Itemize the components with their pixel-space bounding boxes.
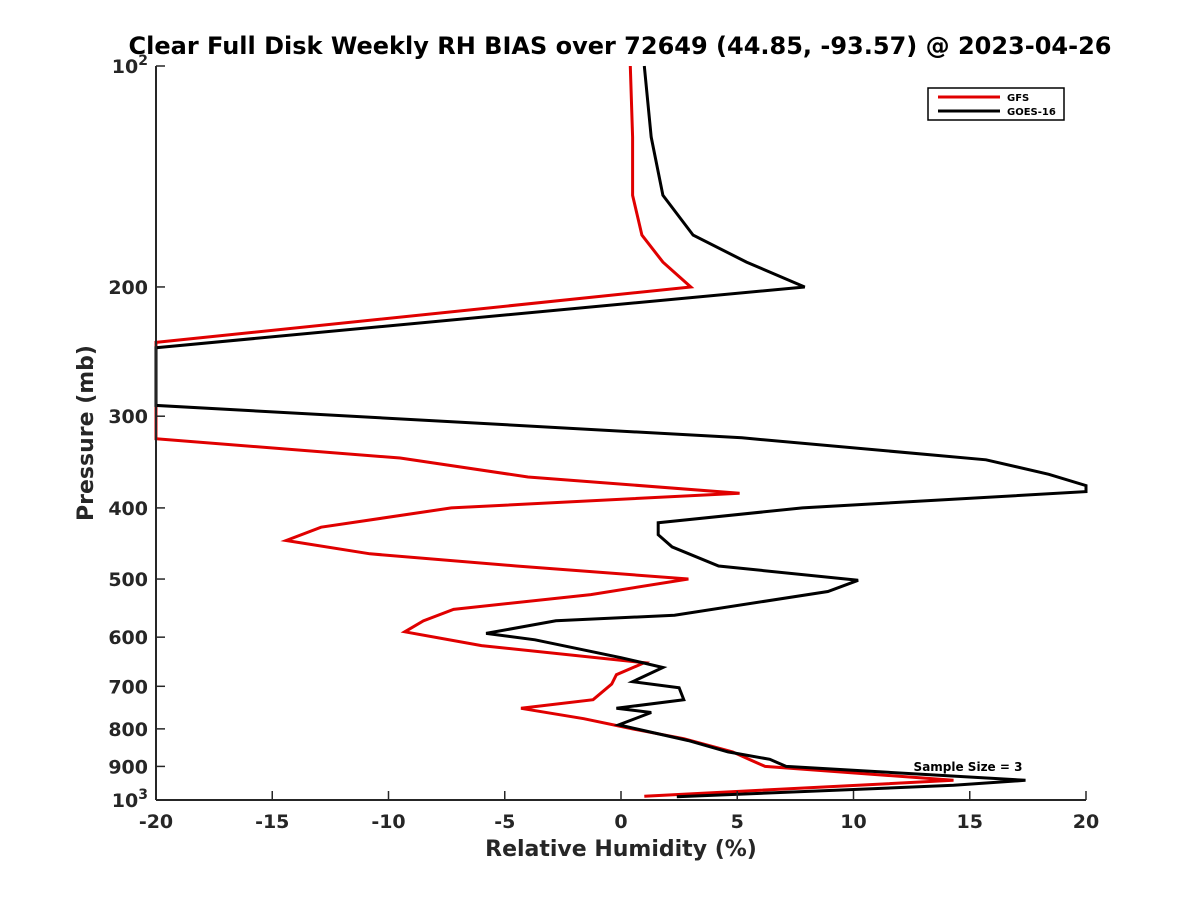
x-tick-label: 5	[731, 811, 744, 833]
y-tick-label: 900	[108, 756, 148, 778]
legend-box	[927, 87, 1065, 121]
x-tick-label: 15	[957, 811, 983, 833]
y-tick-label: 102	[112, 53, 148, 78]
y-tick-label: 400	[108, 498, 148, 520]
series-layer	[154, 65, 1088, 799]
legend-label-goes16: GOES-16	[1007, 107, 1056, 118]
x-tick-label: 0	[614, 811, 627, 833]
y-tick-label: 800	[108, 719, 148, 741]
legend: GFS GOES-16	[927, 87, 1065, 121]
x-tick-label: -5	[494, 811, 515, 833]
y-tick-label: 700	[108, 676, 148, 698]
x-tick-label: -15	[255, 811, 289, 833]
x-tick-label: 20	[1073, 811, 1099, 833]
x-tick-label: -20	[139, 811, 173, 833]
y-tick-label: 300	[108, 406, 148, 428]
chart-title: Clear Full Disk Weekly RH BIAS over 7264…	[129, 32, 1112, 60]
y-ticks: 102 200 300 400 500 600 700 800 900 103	[108, 53, 165, 812]
y-axis-label: Pressure (mb)	[74, 345, 99, 521]
y-tick-label: 200	[108, 277, 148, 299]
y-tick-label: 600	[108, 627, 148, 649]
x-tick-label: -10	[371, 811, 405, 833]
sample-size-annotation: Sample Size = 3	[914, 760, 1023, 774]
series-line-goes-16	[154, 65, 1088, 799]
y-tick-label: 500	[108, 569, 148, 591]
x-tick-label: 10	[840, 811, 866, 833]
y-tick-label: 103	[112, 787, 148, 812]
series-line-gfs	[154, 65, 954, 798]
x-axis-label: Relative Humidity (%)	[485, 837, 757, 862]
x-ticks: -20 -15 -10 -5 0 5 10 15 20	[139, 791, 1099, 833]
legend-label-gfs: GFS	[1007, 93, 1029, 104]
